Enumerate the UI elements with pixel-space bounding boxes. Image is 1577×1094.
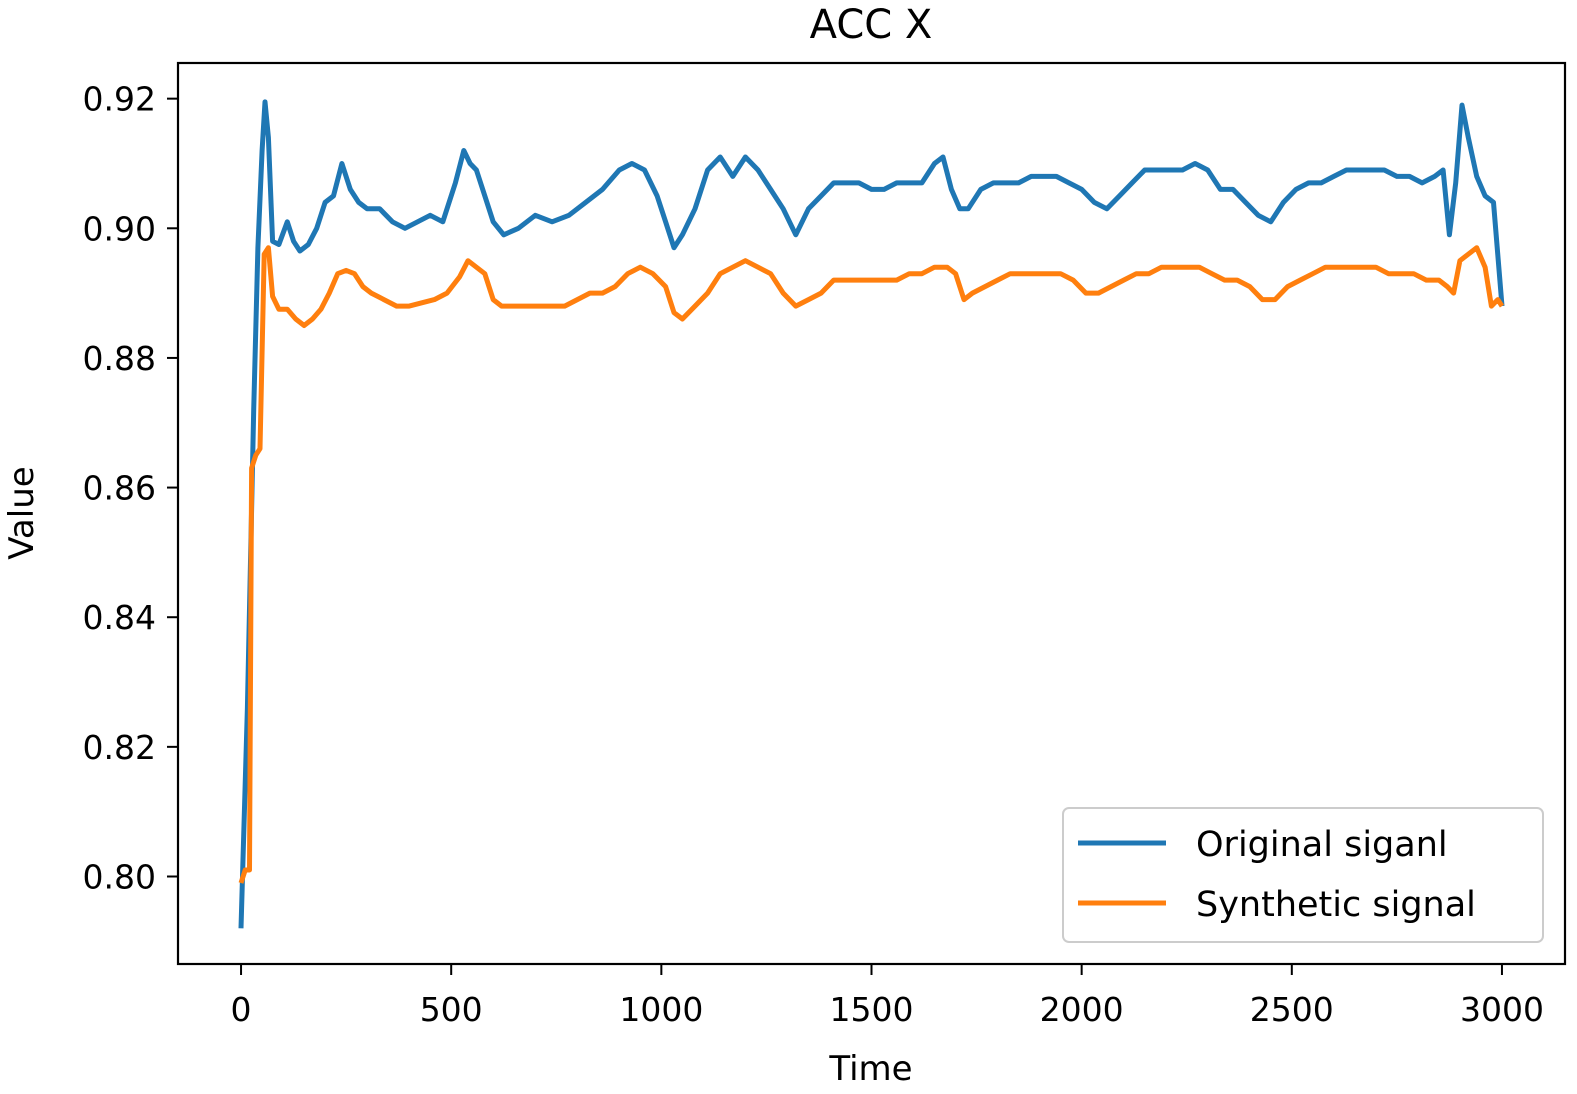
series-lines [238,99,1505,929]
legend-label-synthetic: Synthetic signal [1196,885,1476,925]
x-tick-label: 500 [420,990,483,1029]
x-axis: 0 500 1000 1500 2000 2500 3000 [231,964,1544,1029]
y-axis-label: Value [2,466,42,559]
chart-title: ACC X [810,2,933,48]
series-line-original [238,99,1505,929]
y-tick-label: 0.84 [83,598,156,637]
y-axis: 0.80 0.82 0.84 0.86 0.88 0.90 0.92 [83,80,178,896]
y-tick-label: 0.80 [83,857,156,896]
legend: Original siganl Synthetic signal [1062,807,1544,943]
y-tick-label: 0.88 [83,339,156,378]
x-axis-label: Time [828,1049,912,1089]
x-tick-label: 0 [231,990,252,1029]
x-tick-label: 1500 [830,990,914,1029]
legend-box [1062,807,1544,943]
x-tick-label: 1000 [619,990,703,1029]
x-tick-label: 2000 [1040,990,1124,1029]
plot-area-frame [176,61,1567,966]
y-tick-label: 0.82 [83,728,156,767]
x-tick-label: 2500 [1250,990,1334,1029]
y-tick-label: 0.90 [83,209,156,248]
x-tick-label: 3000 [1460,990,1544,1029]
y-tick-label: 0.86 [83,469,156,508]
series-line-synthetic [238,245,1505,884]
y-tick-label: 0.92 [83,80,156,119]
legend-label-original: Original siganl [1196,825,1448,865]
